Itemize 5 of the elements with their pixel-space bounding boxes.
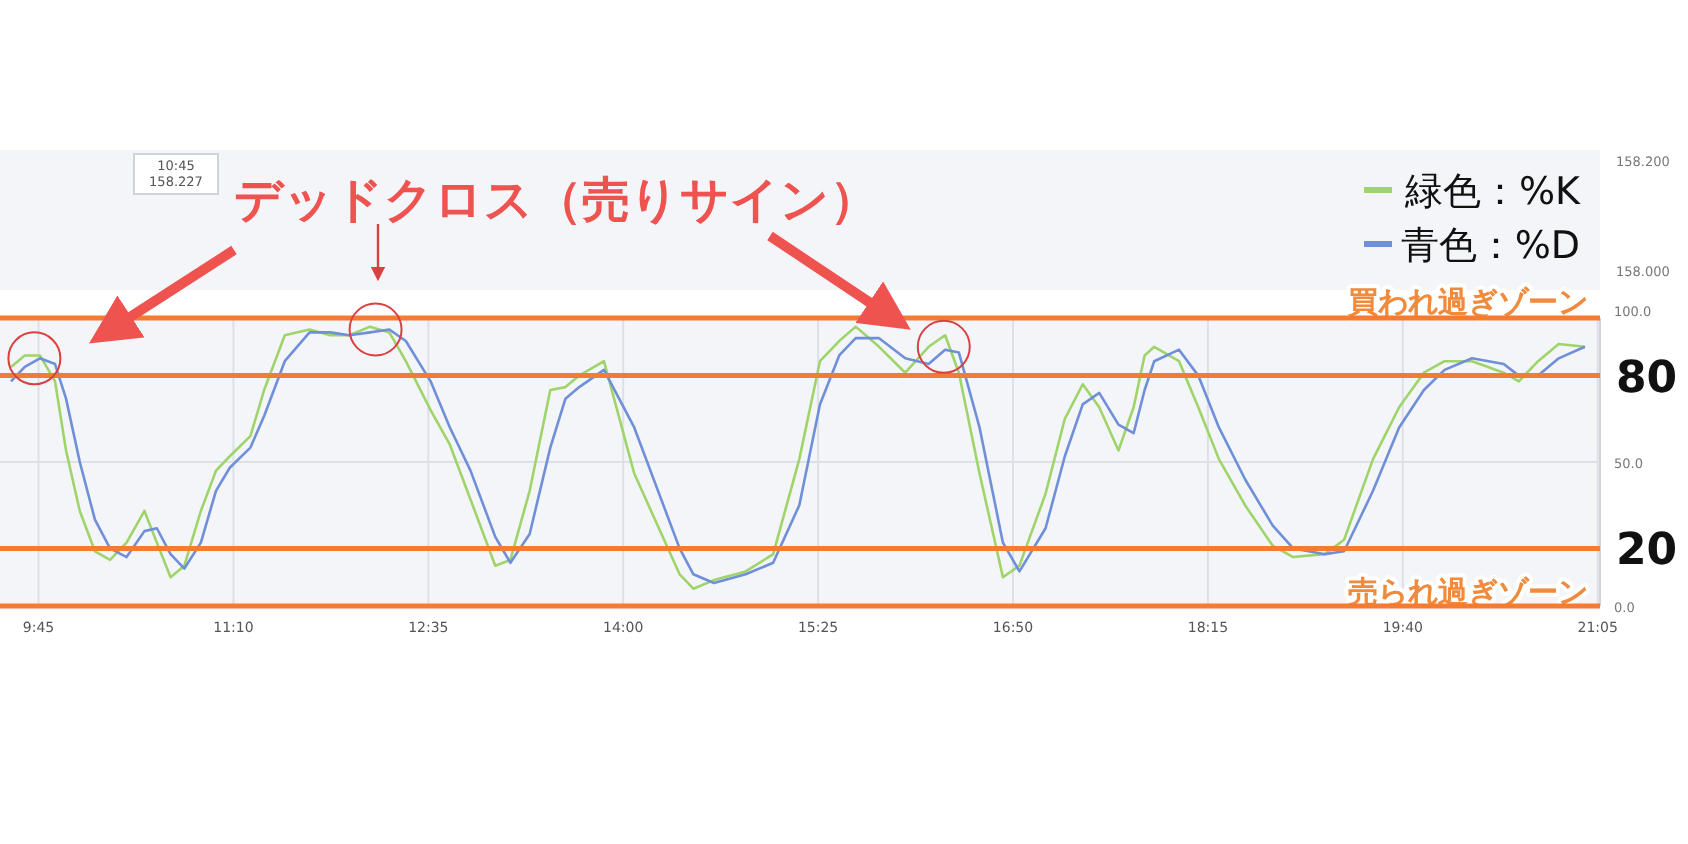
- chart-title: デッドクロス（売りサイン）: [234, 172, 878, 228]
- legend-label: 緑色：%K: [1402, 170, 1582, 214]
- ref-line-label: 80: [1616, 353, 1678, 404]
- legend-label: 青色：%D: [1400, 224, 1580, 268]
- ref-line-label: 20: [1616, 526, 1678, 577]
